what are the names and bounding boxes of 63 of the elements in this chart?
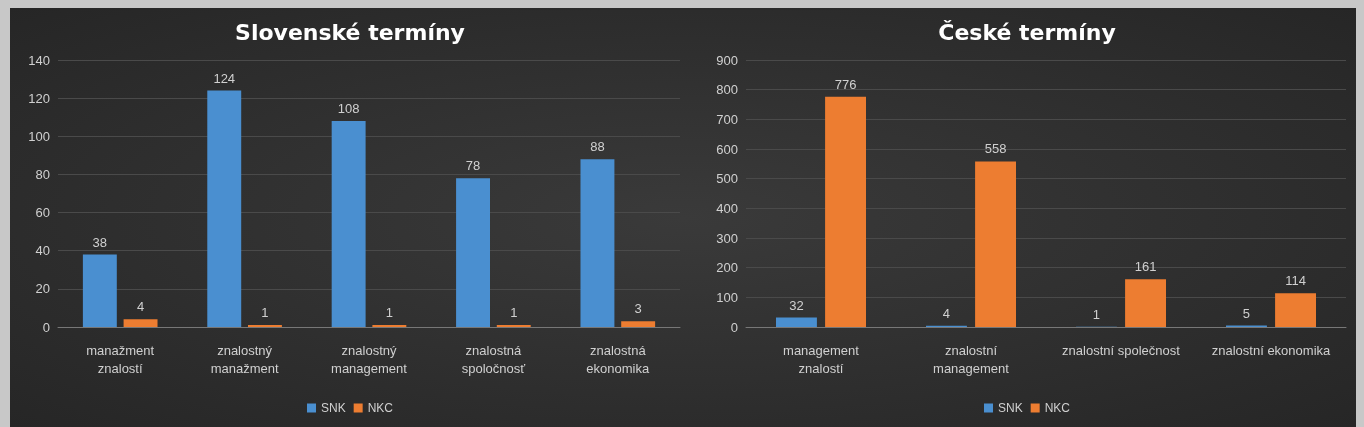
data-label: 1 (261, 305, 269, 321)
y-tick-label: 0 (42, 319, 50, 335)
y-tick-label: 500 (716, 171, 738, 187)
y-tick-label: 140 (28, 52, 50, 68)
y-tick-label: 100 (716, 289, 738, 305)
data-label: 1 (385, 305, 393, 321)
data-label: 558 (984, 141, 1007, 157)
bar (776, 317, 817, 327)
y-tick-label: 700 (716, 111, 738, 127)
data-label: 32 (789, 297, 804, 313)
bar (331, 121, 366, 327)
bar (207, 90, 242, 327)
data-label: 88 (590, 139, 605, 155)
data-label: 124 (213, 70, 236, 86)
x-tick-label: znalostní management (933, 342, 1010, 376)
bar (580, 159, 615, 327)
x-tick-label: znalostní společnost (1062, 342, 1181, 358)
data-label: 38 (92, 234, 108, 250)
y-tick-label: 200 (716, 260, 738, 276)
x-tick-label: znalostný management (331, 342, 408, 376)
y-tick-label: 0 (730, 319, 738, 335)
bar (975, 161, 1016, 327)
x-tick-label: znalostná spoločnosť (461, 342, 526, 376)
x-tick-label: znalostný manažment (210, 342, 279, 376)
data-label: 108 (337, 101, 360, 117)
y-tick-label: 80 (35, 166, 50, 182)
bar (456, 178, 491, 327)
legend-label: SNK (998, 401, 1023, 415)
y-tick-label: 100 (28, 128, 50, 144)
data-label: 5 (1242, 305, 1251, 321)
data-label: 3 (634, 301, 642, 317)
y-tick-label: 300 (716, 230, 738, 246)
y-tick-label: 600 (716, 141, 738, 157)
chart-title: České termíny (938, 19, 1116, 45)
data-label: 78 (465, 158, 481, 174)
chart-title: Slovenské termíny (235, 19, 465, 45)
y-tick-label: 400 (716, 200, 738, 216)
data-label: 4 (136, 299, 145, 315)
y-tick-label: 40 (35, 243, 50, 259)
bar (123, 319, 158, 327)
x-tick-label: znalostná ekonomika (586, 342, 650, 376)
data-label: 4 (942, 305, 951, 321)
data-label: 1 (1092, 306, 1101, 322)
x-tick-label: manažment znalostí (86, 342, 155, 376)
y-tick-label: 120 (28, 90, 50, 106)
x-tick-label: management znalostí (783, 342, 860, 376)
legend-label: NKC (367, 401, 394, 415)
data-label: 776 (834, 76, 857, 92)
x-tick-label: znalostní ekonomika (1211, 342, 1332, 358)
data-label: 161 (1134, 259, 1157, 275)
legend-label: NKC (1044, 401, 1071, 415)
bar (825, 96, 866, 327)
bar (82, 254, 117, 327)
bar (621, 321, 656, 327)
y-tick-label: 60 (35, 205, 50, 221)
data-label: 114 (1285, 273, 1306, 289)
y-tick-label: 20 (35, 281, 50, 297)
bar (1275, 293, 1316, 327)
y-tick-label: 800 (716, 82, 738, 98)
legend-label: SNK (321, 401, 346, 415)
data-label: 1 (510, 305, 518, 321)
bar (1125, 279, 1166, 327)
y-tick-label: 900 (716, 52, 738, 68)
